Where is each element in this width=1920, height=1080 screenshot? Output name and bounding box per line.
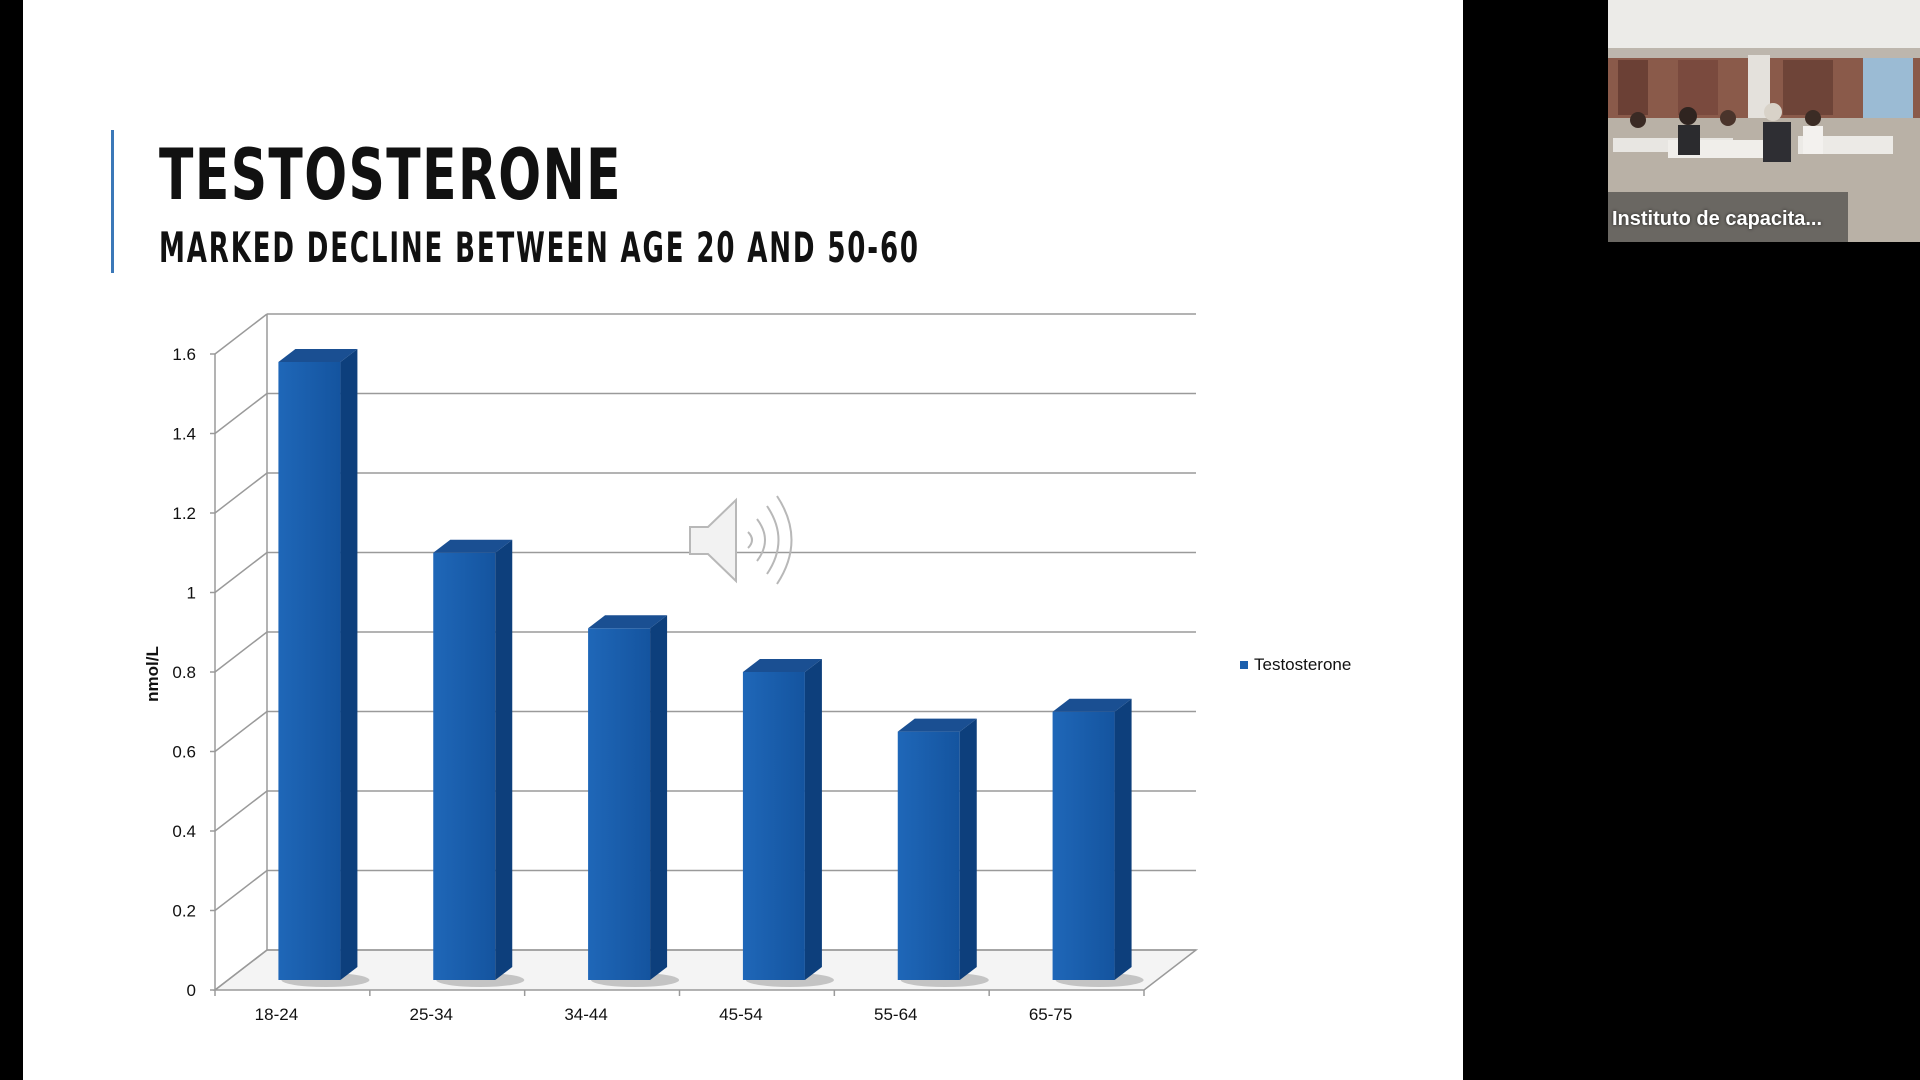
bar <box>278 348 370 987</box>
gridline-diagonal <box>214 869 268 912</box>
y-tick-label: 1.2 <box>172 504 196 523</box>
bar-side <box>959 718 977 980</box>
x-tick-label: 25-34 <box>410 1005 453 1024</box>
gridline-diagonal <box>214 949 268 991</box>
bar-top <box>588 615 668 629</box>
bar <box>742 659 834 987</box>
webcam-participant-name: Instituto de capacita... <box>1612 208 1823 230</box>
x-tick-label: 55-64 <box>874 1005 917 1024</box>
legend-label: Testosterone <box>1254 655 1351 674</box>
slide-title: TESTOSTERONE <box>159 134 622 216</box>
bar-front <box>433 552 496 980</box>
bar-side <box>495 539 513 980</box>
bar-front <box>742 672 805 980</box>
bar-side <box>1114 698 1132 980</box>
bar-side <box>650 615 668 980</box>
bar-chart: 0 0.2 0.4 0.6 0.8 1 1.2 1.4 1.6 18-24 25-34 34-44 4… <box>143 313 1351 1024</box>
bar-top <box>1052 698 1132 712</box>
bar-side <box>340 348 358 980</box>
y-tick-label: 0 <box>187 981 196 1000</box>
y-tick-label: 0.6 <box>172 743 196 762</box>
legend-swatch <box>1240 661 1248 669</box>
bar <box>588 615 680 987</box>
y-tick-label: 0.8 <box>172 663 196 682</box>
title-accent-bar <box>111 130 114 273</box>
bar-top <box>278 348 358 362</box>
gridline-diagonal <box>214 392 268 435</box>
bar-front <box>588 628 651 980</box>
y-tick-label: 0.2 <box>172 902 196 921</box>
y-tick-label: 0.4 <box>172 822 196 841</box>
y-tick-label: 1.4 <box>172 425 196 444</box>
bar-front <box>1052 711 1115 980</box>
x-tick-label: 45-54 <box>719 1005 762 1024</box>
gridline-diagonal <box>214 710 268 753</box>
slide-subtitle: MARKED DECLINE BETWEEN AGE 20 AND 50-60 <box>159 223 920 272</box>
gridline-diagonal <box>214 313 268 355</box>
gridline-diagonal <box>214 551 268 594</box>
bar <box>897 718 989 987</box>
webcam-room-image <box>1608 0 1920 242</box>
chart-floor <box>212 949 1199 991</box>
bar-side <box>804 659 822 980</box>
webcam-video[interactable] <box>1608 0 1920 242</box>
x-tick-label: 65-75 <box>1029 1005 1072 1024</box>
bar-front <box>897 731 960 980</box>
bar <box>1052 698 1144 987</box>
y-tick-label: 1.6 <box>172 345 196 364</box>
x-tick-label: 34-44 <box>564 1005 607 1024</box>
x-tick-label: 18-24 <box>255 1005 298 1024</box>
bar-top <box>897 718 977 732</box>
speaker-icon[interactable] <box>689 495 793 585</box>
bar-top <box>433 539 513 553</box>
bar-top <box>742 659 822 672</box>
chart-legend: Testosterone <box>1240 655 1351 674</box>
y-axis-label: nmol/L <box>143 646 162 702</box>
y-tick-label: 1 <box>187 584 196 603</box>
gridline-diagonal <box>214 790 268 832</box>
bar <box>433 539 525 987</box>
bar-front <box>278 361 341 980</box>
gridline-diagonal <box>214 631 268 673</box>
gridline-diagonal <box>214 472 268 514</box>
